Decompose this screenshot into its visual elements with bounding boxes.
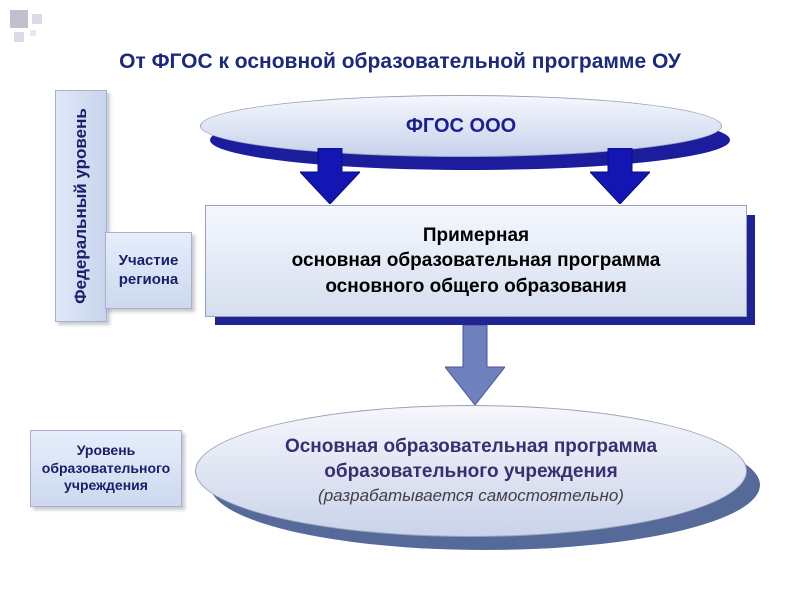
fgos-label: ФГОС ООО: [406, 115, 516, 138]
institution-level-label: Уровеньобразовательногоучреждения: [42, 442, 170, 495]
arrow-down-icon: [590, 148, 650, 204]
institution-program-main: Основная образовательная программаобразо…: [285, 435, 657, 484]
arrow-down-icon: [445, 325, 505, 405]
program-sample-label: Примернаяосновная образовательная програ…: [292, 223, 661, 300]
program-sample-box: Примернаяосновная образовательная програ…: [205, 205, 747, 317]
page-title: От ФГОС к основной образовательной прогр…: [0, 50, 800, 74]
region-box: Участиерегиона: [105, 232, 192, 309]
federal-level-box: Федеральный уровень: [55, 90, 107, 322]
institution-level-box: Уровеньобразовательногоучреждения: [30, 430, 182, 507]
institution-program-sub: (разрабатывается самостоятельно): [318, 485, 624, 507]
institution-program-ellipse: Основная образовательная программаобразо…: [195, 405, 747, 537]
arrow-down-icon: [300, 148, 360, 204]
region-label: Участиерегиона: [119, 252, 179, 290]
federal-level-label: Федеральный уровень: [71, 108, 91, 304]
